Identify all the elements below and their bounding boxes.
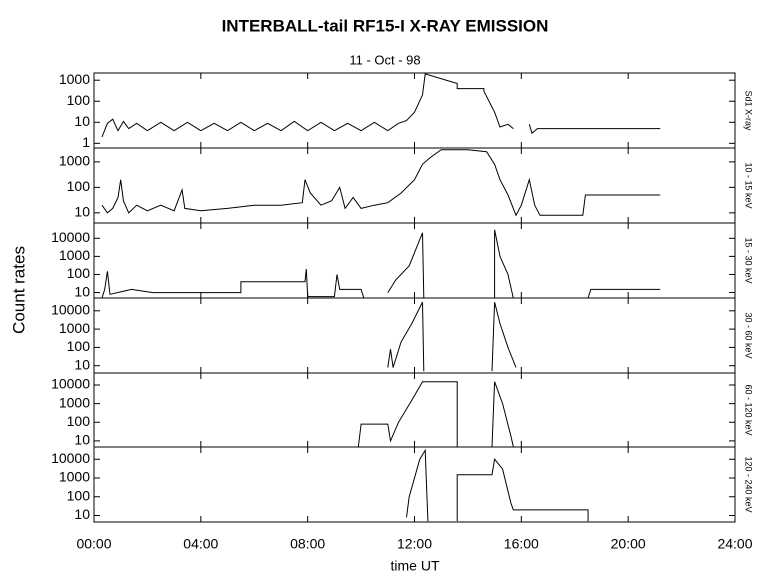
- panel-frame: [93, 297, 736, 374]
- data-line: [406, 448, 429, 522]
- data-line: [528, 124, 661, 135]
- y-tick-label: 1000: [59, 247, 90, 263]
- y-tick-label: 1000: [59, 153, 90, 169]
- y-tick-label: 10: [74, 283, 90, 299]
- y-tick-label: 100: [67, 338, 91, 354]
- x-axis-label: time UT: [391, 558, 440, 574]
- y-tick-label: 100: [67, 487, 91, 503]
- x-tick-label: 16:00: [504, 536, 539, 552]
- data-line: [587, 288, 661, 298]
- panel-label: Sd1 X-ray: [744, 90, 754, 131]
- panel-label: 10 - 15 keV: [744, 162, 754, 208]
- x-tick-label: 20:00: [611, 536, 646, 552]
- data-line: [491, 381, 514, 447]
- y-tick-label: 1000: [59, 320, 90, 336]
- panel-frame: [93, 372, 736, 448]
- data-line: [387, 232, 425, 298]
- data-line: [357, 381, 458, 447]
- y-tick-label: 10: [74, 506, 90, 522]
- chart-title: INTERBALL-tail RF15-I X-RAY EMISSION: [222, 16, 549, 35]
- y-axis-label: Count rates: [9, 246, 28, 334]
- data-line: [101, 149, 661, 217]
- y-tick-label: 10000: [51, 376, 90, 392]
- y-tick-label: 100: [67, 178, 91, 194]
- y-tick-label: 10: [74, 113, 90, 129]
- y-tick-label: 10000: [51, 229, 90, 245]
- y-tick-label: 100: [67, 413, 91, 429]
- y-tick-label: 100: [67, 92, 91, 108]
- chart-subtitle: 11 - Oct - 98: [349, 52, 420, 67]
- data-line: [101, 73, 514, 138]
- panel-label: 30 - 60 keV: [744, 312, 754, 358]
- x-tick-label: 12:00: [397, 536, 432, 552]
- y-tick-label: 10000: [51, 450, 90, 466]
- panel-label: 15 - 30 keV: [744, 237, 754, 283]
- panel-frame: [93, 446, 736, 523]
- y-tick-label: 1000: [59, 394, 90, 410]
- y-tick-label: 100: [67, 265, 91, 281]
- x-tick-label: 08:00: [290, 536, 325, 552]
- y-tick-label: 10000: [51, 301, 90, 317]
- y-tick-label: 10: [74, 204, 90, 220]
- data-line: [387, 301, 425, 372]
- y-tick-label: 1: [82, 134, 90, 150]
- data-line: [456, 458, 589, 522]
- panel-frame: [93, 222, 736, 299]
- y-tick-label: 10: [74, 432, 90, 448]
- y-tick-label: 1000: [59, 469, 90, 485]
- x-tick-label: 24:00: [717, 536, 752, 552]
- panel-label: 120 - 240 keV: [744, 456, 754, 512]
- data-line: [101, 268, 365, 298]
- data-line: [494, 229, 514, 298]
- data-line: [491, 301, 517, 372]
- panel-label: 60 - 120 keV: [744, 384, 754, 435]
- panel-frame: [93, 72, 736, 149]
- y-tick-label: 1000: [59, 71, 90, 87]
- x-tick-label: 00:00: [76, 536, 111, 552]
- panel-frame: [93, 147, 736, 224]
- x-tick-label: 04:00: [183, 536, 218, 552]
- y-tick-label: 10: [74, 356, 90, 372]
